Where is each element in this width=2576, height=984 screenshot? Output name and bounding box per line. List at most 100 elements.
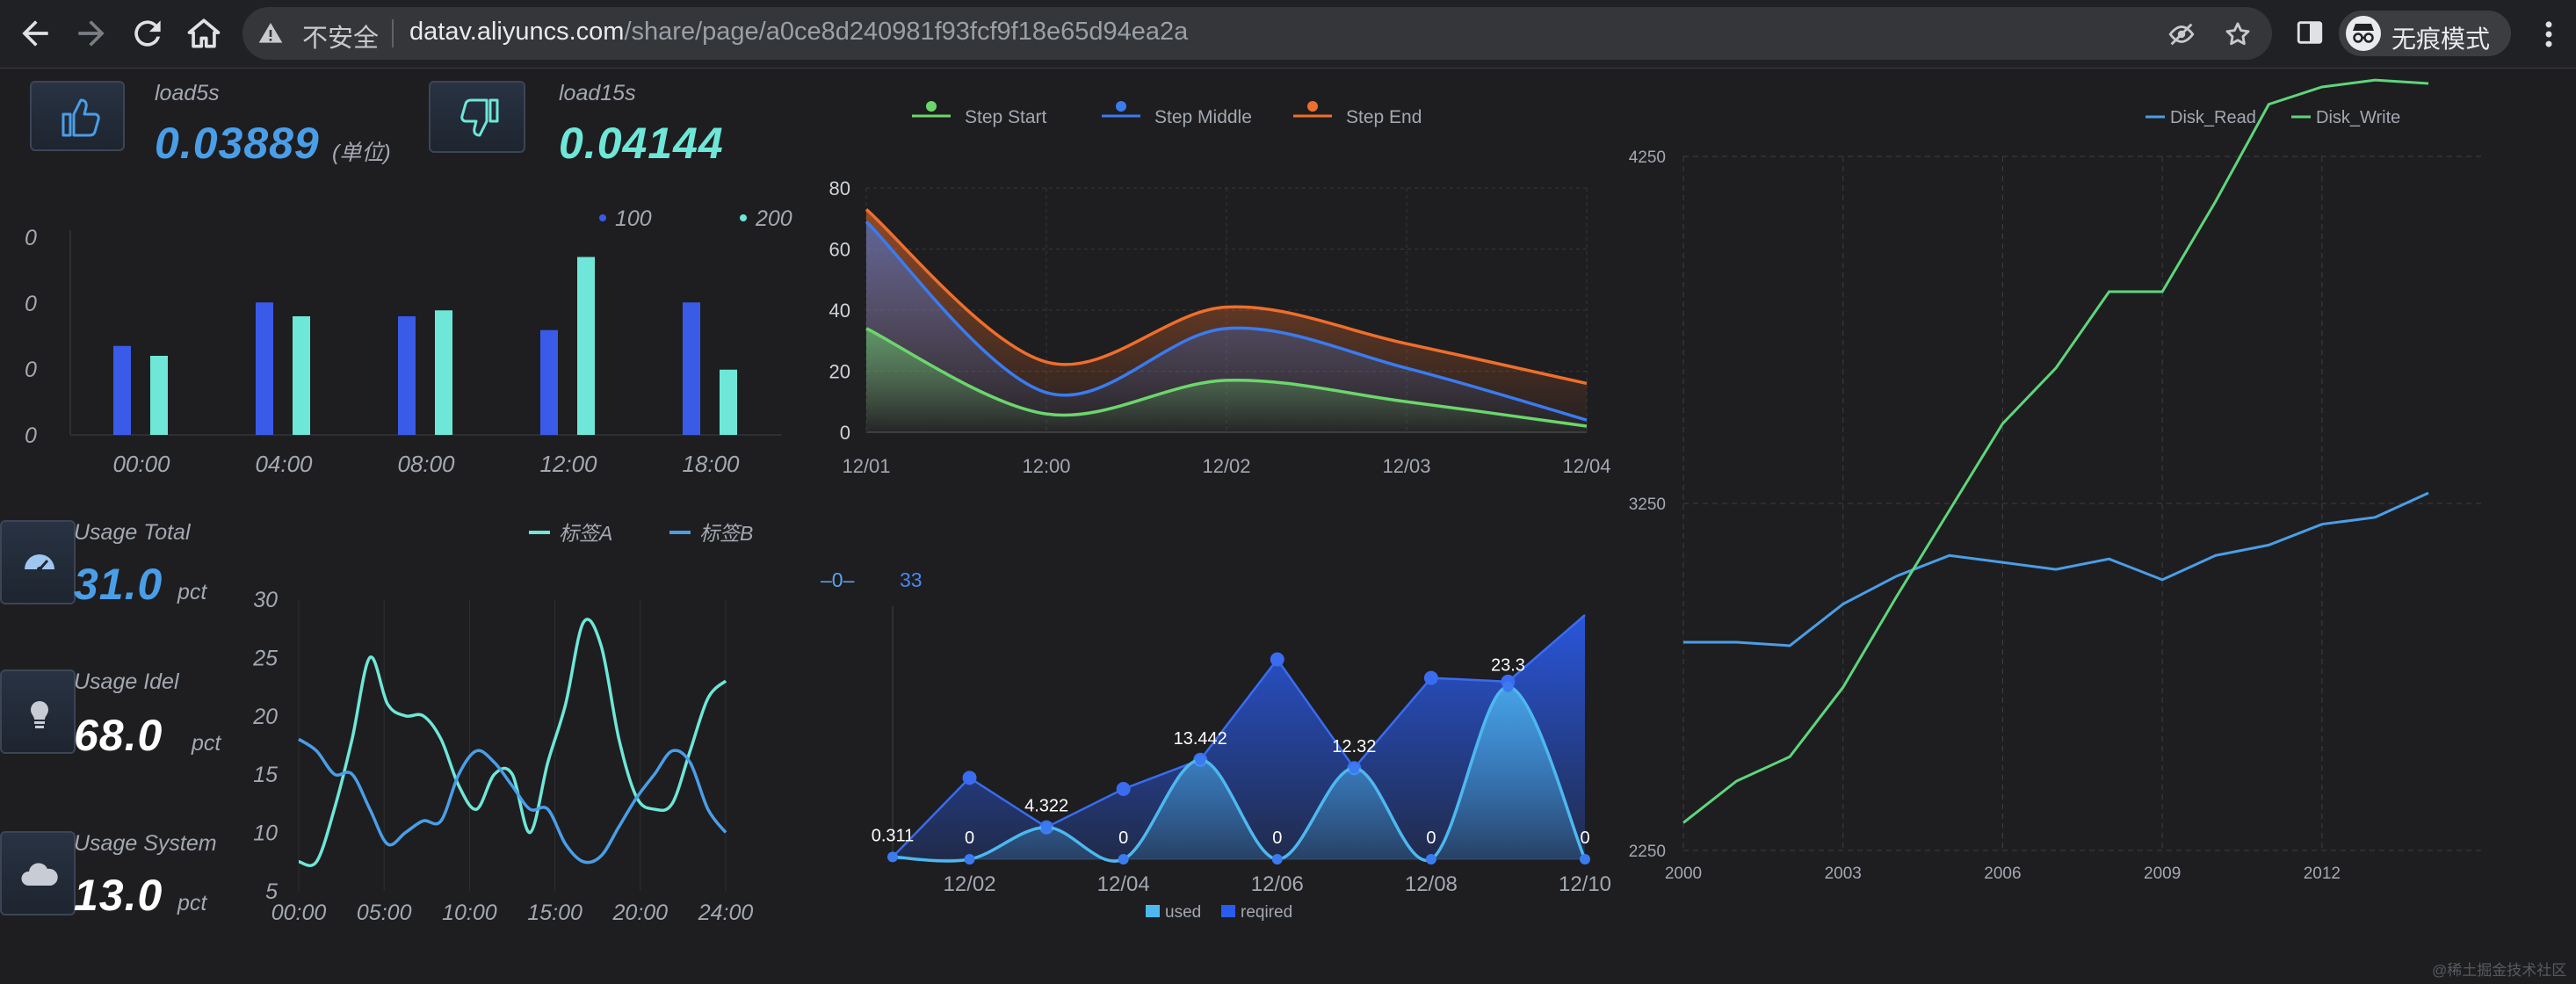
url-path: /share/page/a0ce8d240981f93fcf9f18e65d94… [624,18,1189,46]
line-reqired [892,614,1586,858]
legend-label: Step Middle [1154,107,1252,127]
reload-icon[interactable] [128,14,167,53]
bar-100 [398,316,416,435]
y-tick-label: 25 [252,646,278,670]
address-bar[interactable]: 不安全 datav.aliyuncs.com/share/page/a0ce8d… [242,7,2272,60]
step-area-chart: 0 20 40 60 80 12/01 12:00 12/02 12/03 12/04 Step S… [829,101,1611,477]
x-tick-label: 12/02 [944,872,996,896]
y-tick-label: 0 [25,358,37,382]
used-point [887,851,898,863]
load5s-label: load5s [155,81,220,105]
y-tick-label: 60 [829,239,850,261]
x-tick-label: 12/06 [1251,872,1304,896]
y-tick-label: 0 [25,226,37,250]
legend-label: reqired [1241,903,1292,922]
area-step-middle [866,221,1587,432]
used-point [964,854,975,865]
y-tick-label: 0 [25,423,37,448]
forward-arrow-icon[interactable] [72,14,111,53]
url-host: datav.aliyuncs.com [409,18,625,46]
browser-toolbar: 不安全 datav.aliyuncs.com/share/page/a0ce8d… [0,0,2576,69]
usage-total-value: 31.0 [74,560,163,609]
usage-system-unit: pct [177,891,207,915]
incognito-label: 无痕模式 [2391,25,2491,53]
x-tick-label: 05:00 [357,901,412,925]
bar-chart: 0 0 0 0 00:00 04:00 08:00 12:00 18:00 100 200 [25,206,792,477]
speedometer-tile [0,520,76,604]
used-point [1195,754,1206,765]
x-tick-label: 12/02 [1202,455,1250,477]
incognito-icon [2346,16,2381,51]
line-disk-write [1682,78,2429,824]
data-label: 0 [1426,828,1436,848]
y-tick-label: 0 [25,292,37,316]
reqired-point [1116,781,1131,796]
line-标签B [298,737,727,865]
data-label: 0 [1580,828,1589,848]
thumbs-up-icon [62,98,100,137]
warning-icon [258,23,283,43]
area-reqired [893,615,1585,859]
thumbs-up-tile [30,81,125,151]
more-vert-icon[interactable] [2536,18,2562,51]
legend-marker-icon [1307,101,1318,112]
y-tick-label: 3250 [1629,496,1666,514]
area-used [893,686,1585,862]
lightbulb-icon [31,701,48,728]
used-point [1349,763,1360,774]
x-tick-label: 12:00 [539,451,597,477]
line-step-start [865,327,1588,428]
x-tick-label: 00:00 [112,451,170,477]
used-point [1580,854,1590,865]
line-step-middle [865,220,1588,422]
legend-swatch [1146,905,1160,917]
legend-marker-icon [926,101,937,112]
used-point [1271,854,1283,865]
data-label: 0.311 [872,826,915,845]
incognito-badge[interactable]: 无痕模式 [2339,11,2511,56]
usage-system-value: 13.0 [74,871,163,920]
bar-100 [113,345,131,435]
reqired-point [962,771,977,785]
eye-off-icon[interactable] [2167,19,2196,49]
x-tick-label: 12/08 [1405,872,1458,896]
speedometer-icon [25,554,54,572]
axis-max-label: 33 [900,568,923,591]
x-tick-label: 20:00 [612,901,669,925]
insecure-label[interactable]: 不安全 [302,25,380,53]
cloud-icon [21,863,58,886]
back-arrow-icon[interactable] [16,14,54,53]
load5s-unit: (单位) [332,141,391,165]
y-tick-label: 0 [840,422,850,444]
legend-dot-100 [599,214,606,221]
star-icon[interactable] [2223,19,2253,49]
legend-label: Step End [1346,107,1422,127]
x-tick-label: 2009 [2144,865,2181,883]
x-tick-label: 12:00 [1022,455,1070,477]
url-text[interactable]: datav.aliyuncs.com/share/page/a0ce8d2409… [409,18,1188,47]
sidepanel-icon[interactable] [2295,18,2325,47]
line-step-end [865,207,1588,386]
x-tick-label: 04:00 [255,451,313,477]
axis-min-label: –0– [821,568,855,591]
legend-label: used [1165,903,1201,922]
bar-200 [293,316,310,435]
usage-total-unit: pct [177,580,207,604]
used-point [1425,854,1436,865]
x-tick-label: 12/03 [1382,455,1430,477]
y-tick-label: 5 [265,879,278,904]
y-tick-label: 30 [253,588,278,612]
legend-label: 标签A [559,522,612,545]
y-tick-label: 20 [252,705,278,729]
disk-line-chart: 2250 3250 4250 2000 2003 2006 2009 2012 Disk_Rea… [1629,78,2481,883]
usage-idel-unit: pct [192,731,221,756]
usage-idel-label: Usage Idel [74,669,179,694]
x-tick-label: 2012 [2304,865,2341,883]
home-icon[interactable] [185,14,223,53]
x-tick-label: 2006 [1984,865,2021,883]
data-label: 12.32 [1332,737,1376,756]
load15s-label: load15s [559,81,636,105]
legend-label: Step Start [965,107,1047,127]
omnibox-divider [392,19,394,47]
legend-marker-icon [1116,101,1126,112]
